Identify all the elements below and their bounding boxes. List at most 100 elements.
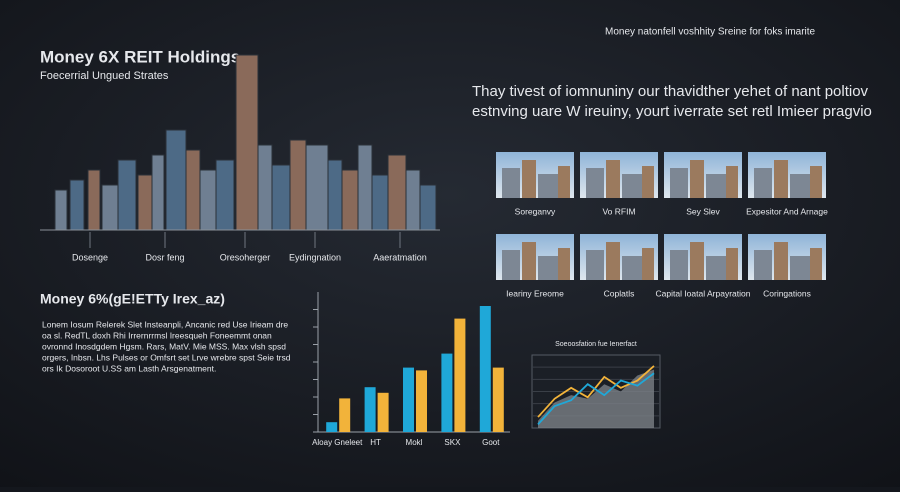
photo-building (774, 160, 788, 198)
building (419, 184, 437, 231)
bar (479, 306, 491, 432)
photo-building (754, 250, 772, 280)
photo-building (790, 174, 810, 198)
photo-building (586, 250, 604, 280)
summary-line: ors Ik Dosoroot U.SS am Lasth Arsgenatme… (42, 363, 216, 373)
bar (364, 387, 376, 432)
bar (377, 392, 389, 432)
building (257, 144, 273, 231)
photo-building (790, 256, 810, 280)
building (185, 149, 201, 231)
photo-building (754, 168, 772, 198)
summary-line: orgers, Inbsn. Lhs Pulses or Omfsrt set … (42, 352, 291, 362)
skyline: Dosenge Dosr feng Oresoherger Eydingnation A… (40, 54, 440, 262)
photo-label: Soreganvy (515, 206, 556, 216)
gallery: Soreganvy Vo RFIM Sey Slev Expesitor And Ar… (496, 152, 828, 298)
photo-building (502, 168, 520, 198)
photo-building (774, 242, 788, 280)
photo-building (726, 166, 738, 198)
photo-building (502, 250, 520, 280)
photo-building (690, 160, 704, 198)
bar (339, 398, 351, 432)
x-tick-label: SKX (444, 438, 461, 447)
building (405, 169, 421, 231)
photo-building (606, 160, 620, 198)
building (199, 169, 217, 231)
building (54, 189, 68, 231)
photo-building (558, 248, 570, 280)
photo-building (642, 248, 654, 280)
summary-line: Lonem Iosum Relerek Slet Insteanpli, Anc… (42, 319, 288, 329)
photo-building (558, 166, 570, 198)
line (537, 365, 655, 418)
photo-label: Ieariny Ereome (506, 288, 564, 298)
photo-label: Capital Ioatal Arpayration (656, 288, 751, 298)
photo-building (522, 160, 536, 198)
building (387, 154, 407, 231)
building (69, 179, 85, 231)
building (341, 169, 359, 231)
skyline-label: Dosr feng (145, 252, 184, 262)
bar (403, 367, 414, 432)
building (137, 174, 153, 231)
building (357, 144, 373, 231)
photo-label: Coplatls (604, 288, 635, 298)
area (538, 369, 654, 428)
bar (492, 367, 504, 432)
photo-building (706, 256, 726, 280)
building (165, 129, 187, 231)
photo-building (642, 166, 654, 198)
building (271, 164, 291, 231)
building (215, 159, 235, 231)
photo-label: Sey Slev (686, 206, 720, 216)
photo-building (522, 242, 536, 280)
photo-building (810, 166, 822, 198)
line-chart-title: Soeoosfation fue Ienerfact (555, 341, 637, 348)
photo-building (606, 242, 620, 280)
line-chart: Soeoosfation fue Ienerfact (531, 341, 661, 429)
header-note: Money natonfell voshhity Sreine for foks… (605, 27, 816, 38)
building (305, 144, 329, 231)
building (235, 54, 259, 231)
subtitle: Foecerrial Ungued Strates (40, 70, 169, 82)
building (289, 139, 307, 231)
building (151, 154, 165, 231)
skyline-label: Eydingnation (289, 252, 341, 262)
skyline-label: Aaeratmation (373, 252, 427, 262)
x-tick-label: HT (370, 438, 381, 447)
line (537, 372, 655, 425)
photo-building (706, 174, 726, 198)
summary-line: ovronnd Inosdgdem Hgsm. Rars, MatV. Mie … (42, 341, 286, 351)
skyline-label: Dosenge (72, 252, 108, 262)
photo-building (538, 256, 558, 280)
building (101, 184, 119, 231)
photo-building (726, 248, 738, 280)
skyline-label: Oresoherger (220, 252, 271, 262)
building (327, 159, 343, 231)
photo-building (538, 174, 558, 198)
tagline: estnving uare W ireuiny, yourt iverrate … (472, 103, 872, 120)
summary-line: oa sl. RedTL doxh Rhi Irrernrrmsl Ireesq… (42, 330, 272, 340)
photo-building (622, 174, 642, 198)
photo-label: Expesitor And Arnage (746, 206, 828, 216)
x-tick-label: Goot (482, 438, 500, 447)
photo-building (690, 242, 704, 280)
building (87, 169, 101, 231)
photo-building (670, 250, 688, 280)
photo-label: Vo RFIM (602, 206, 635, 216)
x-tick-label: Aloay Gneleet (312, 438, 363, 447)
building (117, 159, 137, 231)
photo-building (810, 248, 822, 280)
bar (416, 370, 427, 432)
bar (454, 318, 466, 432)
tagline: Thay tivest of iomnuniny our thavidther … (472, 83, 869, 100)
building (371, 174, 389, 231)
bar (326, 422, 338, 432)
bar (441, 353, 453, 432)
bar-chart: Aloay Gneleet HT Mokl SKX Goot (312, 292, 510, 447)
summary-title: Money 6%(gE!ETTy Irex_az) (40, 291, 225, 307)
photo-label: Coringations (763, 288, 811, 298)
photo-building (586, 168, 604, 198)
photo-building (622, 256, 642, 280)
